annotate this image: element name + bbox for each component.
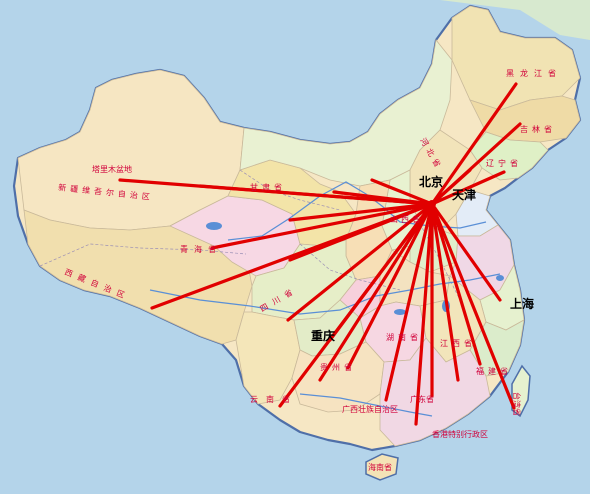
region-label-qinghai: 青海省	[180, 244, 222, 254]
region-label-fujian: 福建省	[476, 366, 512, 376]
route-line-16	[318, 202, 434, 382]
city-labels: 北京 天津 上海 重庆	[311, 174, 534, 343]
region-label-hainan: 海南省	[368, 462, 392, 472]
route-line-10	[288, 202, 434, 222]
lake-qinghai	[206, 222, 222, 230]
taiwan-island	[511, 364, 531, 418]
region-label-hunan: 湖南省	[386, 332, 422, 342]
region-label-gansu: 甘肃省	[250, 182, 286, 192]
region-label-guangxi: 广西壮族自治区	[342, 404, 398, 414]
beijing-hub-marker	[428, 200, 436, 208]
route-line-21	[430, 202, 460, 382]
route-line-18	[384, 202, 434, 402]
region-label-heilongjiang: 黑龙江省	[506, 68, 562, 78]
route-line-17	[278, 202, 434, 408]
region-label-tarim: 塔里木盆地	[92, 164, 132, 174]
region-label-guizhou: 贵州省	[320, 362, 356, 372]
route-line-8	[430, 82, 518, 206]
route-line-15	[346, 202, 434, 370]
city-label-beijing: 北京	[419, 174, 443, 189]
route-line-24	[430, 202, 516, 410]
route-line-22	[430, 202, 482, 366]
border-line-1	[39, 243, 247, 267]
lake-tai	[496, 275, 504, 281]
border-line-2	[239, 169, 341, 211]
region-label-shanxi: 山西省	[390, 214, 423, 224]
lake-dongting	[394, 309, 406, 315]
route-line-23	[430, 202, 502, 302]
route-line-9	[210, 202, 434, 250]
lakes	[206, 222, 504, 315]
route-line-2	[198, 184, 434, 206]
hainan-island	[365, 453, 399, 481]
region-label-hongkong: 香港特别行政区	[432, 429, 488, 439]
route-line-19	[414, 202, 434, 426]
route-line-3	[332, 190, 434, 206]
neighbor-land-north	[440, 0, 590, 40]
route-line-12	[150, 202, 434, 310]
region-label-jilin: 吉林省	[520, 124, 556, 134]
route-line-6	[430, 170, 506, 206]
region-label-taiwan: 台湾省	[512, 392, 522, 416]
route-line-7	[430, 122, 522, 206]
region-label-yunnan: 云南省	[250, 394, 298, 404]
city-label-chongqing: 重庆	[311, 328, 335, 343]
region-label-liaoning: 辽宁省	[486, 158, 522, 168]
route-lines	[118, 82, 522, 426]
region-label-guangdong: 广东省	[410, 394, 434, 404]
region-label-jiangxi: 江西省	[440, 338, 476, 348]
route-line-13	[286, 202, 434, 322]
route-line-4	[370, 178, 434, 206]
city-label-shanghai: 上海	[510, 296, 534, 311]
guangdong-region	[379, 337, 491, 447]
city-label-tianjin: 天津	[452, 187, 476, 202]
